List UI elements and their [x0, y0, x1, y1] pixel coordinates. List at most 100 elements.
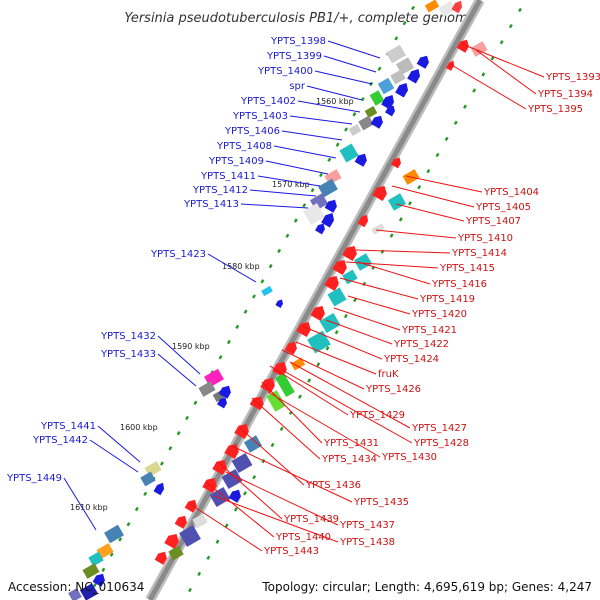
gene-arrow — [260, 377, 275, 394]
tick-mark — [499, 40, 504, 45]
tick-mark — [268, 263, 273, 269]
gene-block — [82, 563, 100, 579]
leader-line — [355, 249, 451, 254]
leader-line — [273, 145, 337, 159]
gene-arrow — [416, 55, 429, 69]
leader-line — [89, 439, 139, 473]
gene-label: YPTS_1439 — [283, 514, 339, 525]
scale-labels: 1560 kbp 1570 kbp 1580 kbp 1590 kbp 1600 kbp… — [70, 97, 354, 512]
tick-mark — [215, 539, 220, 544]
tick-mark — [224, 523, 229, 528]
gene-label: YPTS_1399 — [266, 51, 322, 62]
gene-block — [221, 468, 243, 490]
gene-arrow — [407, 68, 421, 84]
tick-mark — [319, 172, 323, 178]
accession-text: Accession: NC_010634 — [8, 580, 145, 594]
gene-arrow — [456, 39, 469, 53]
gene-block — [104, 524, 124, 544]
gene-label: YPTS_1443 — [263, 546, 319, 557]
gene-label: spr — [289, 81, 306, 92]
gene-block — [358, 115, 374, 131]
tick-mark — [417, 185, 422, 190]
gene-arrow — [154, 551, 167, 565]
gene-block — [243, 435, 263, 453]
leader-line — [213, 495, 339, 543]
gene-arrow — [92, 573, 105, 587]
tick-mark — [233, 507, 238, 512]
tick-mark — [197, 571, 202, 577]
leader-line — [269, 365, 349, 416]
gene-label: YPTS_1415 — [439, 263, 495, 274]
gene-block — [369, 90, 385, 106]
tick-mark — [101, 567, 106, 572]
gene-block — [377, 77, 395, 95]
leader-line — [97, 425, 141, 463]
gene-label: YPTS_1395 — [527, 104, 583, 115]
tick-mark — [176, 430, 181, 436]
gene-block — [424, 0, 440, 13]
leader-line — [327, 40, 381, 59]
gene-arrow — [275, 299, 283, 308]
tick-mark — [352, 112, 357, 117]
gene-block — [339, 143, 359, 163]
gene-label: YPTS_1412 — [192, 185, 248, 196]
tick-mark — [168, 446, 173, 451]
scale-label: 1590 kbp — [172, 342, 210, 351]
gene-label: YPTS_1414 — [451, 248, 507, 259]
gene-label: YPTS_1434 — [321, 454, 377, 465]
gene-arrow — [372, 185, 387, 202]
gene-label: YPTS_1398 — [270, 36, 326, 47]
gene-block — [231, 452, 253, 474]
gene-label: YPTS_1403 — [232, 111, 288, 122]
topology-text: Topology: circular; Length: 4,695,619 bp… — [262, 580, 592, 594]
tick-mark — [343, 313, 348, 319]
tick-mark — [444, 136, 449, 142]
tick-mark — [435, 152, 440, 158]
tick-mark — [334, 330, 339, 335]
gene-block — [303, 203, 325, 225]
leader-line — [157, 335, 201, 375]
tick-mark — [426, 168, 431, 174]
label-leaders — [63, 40, 545, 552]
tick-mark — [362, 281, 367, 287]
tick-mark — [206, 555, 211, 560]
tick-mark — [307, 378, 312, 383]
gene-label: YPTS_1433 — [100, 349, 156, 360]
tick-mark — [193, 400, 198, 405]
leader-line — [347, 295, 411, 315]
leader-line — [295, 341, 377, 375]
gene-block — [290, 357, 306, 371]
gene-arrow — [284, 341, 297, 355]
tick-mark — [402, 21, 407, 26]
tick-mark — [270, 442, 275, 448]
gene-block — [470, 41, 488, 57]
tick-mark — [185, 415, 189, 421]
gene-block — [168, 545, 184, 561]
gene-label: YPTS_1410 — [457, 233, 513, 244]
gene-block — [209, 486, 231, 508]
leader-line — [339, 277, 419, 300]
tick-mark — [353, 297, 357, 303]
gene-arrow — [381, 94, 395, 110]
gene-label: YPTS_1430 — [381, 452, 437, 463]
leader-line — [323, 55, 377, 73]
tick-mark — [143, 491, 148, 497]
gene-arrow — [332, 259, 347, 276]
gene-arrow — [212, 459, 227, 476]
gene-arrow — [217, 397, 227, 409]
tick-mark — [411, 5, 415, 11]
tick-mark — [279, 426, 284, 432]
gene-arrow — [321, 212, 335, 228]
tick-mark — [293, 218, 298, 223]
gene-label: YPTS_1437 — [339, 520, 395, 531]
gene-label: YPTS_1421 — [401, 325, 457, 336]
tick-mark — [126, 522, 131, 527]
right-gene-labels: YPTS_1393 YPTS_1394 YPTS_1395 YPTS_1404 YPTS… — [263, 72, 600, 557]
leader-line — [231, 445, 353, 503]
gene-arrow — [385, 105, 395, 117]
gene-arrow — [184, 499, 197, 513]
leader-line — [405, 175, 483, 193]
gene-label: YPTS_1431 — [323, 438, 379, 449]
gene-label: YPTS_1419 — [419, 294, 475, 305]
scale-ticks — [93, 5, 522, 593]
